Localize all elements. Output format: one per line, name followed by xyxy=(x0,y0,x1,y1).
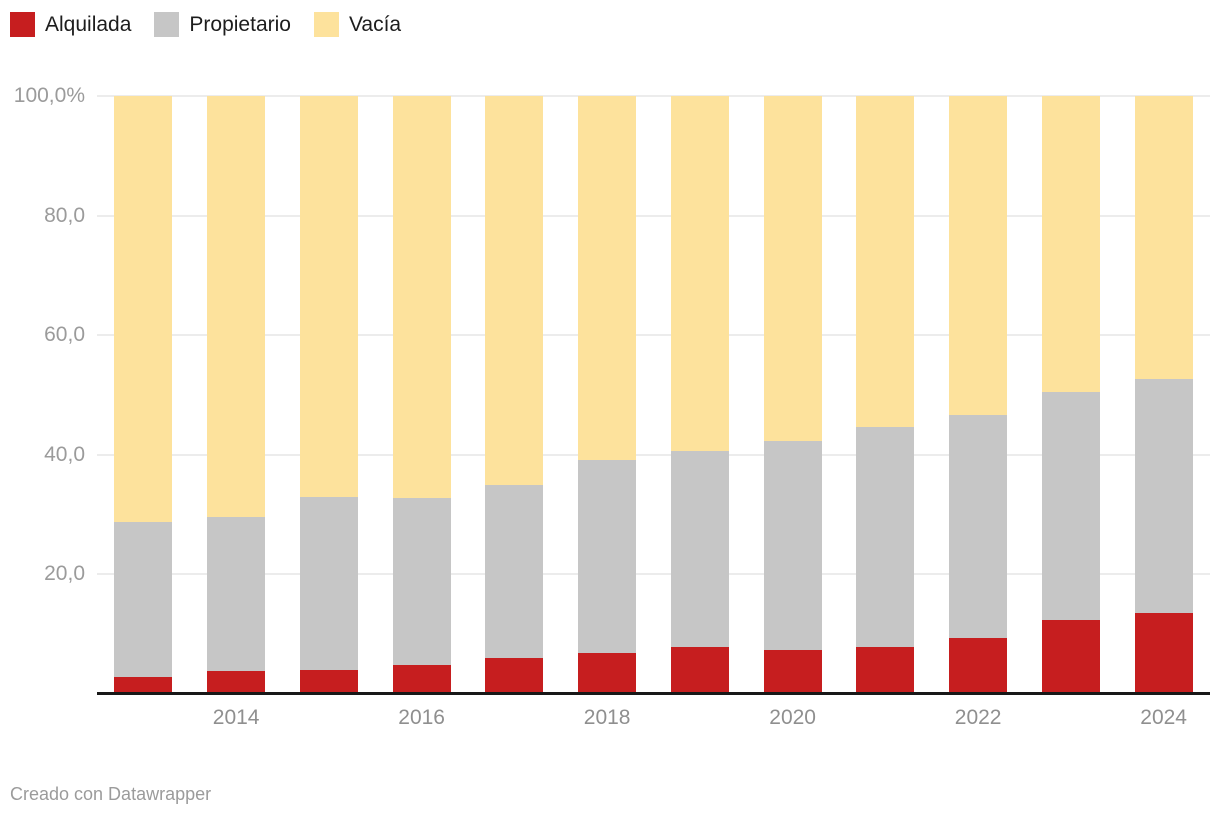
bar-segment-propietario-2013[interactable] xyxy=(114,522,173,677)
x-axis-tick-label: 2020 xyxy=(769,706,816,729)
bar-segment-vacía-2018[interactable] xyxy=(578,96,637,461)
bar-2014 xyxy=(190,96,283,694)
bar-segment-vacía-2024[interactable] xyxy=(1134,96,1193,380)
bar-segment-propietario-2023[interactable] xyxy=(1041,392,1100,620)
bar-segment-propietario-2022[interactable] xyxy=(949,414,1008,638)
x-axis-tick-label: 2014 xyxy=(212,706,260,729)
bar-segment-alquilada-2014[interactable] xyxy=(207,671,266,694)
bar-segment-vacía-2015[interactable] xyxy=(299,96,358,497)
bar-stack-2015 xyxy=(299,96,358,694)
x-axis-tick-label: 2024 xyxy=(1140,706,1187,729)
bar-segment-vacía-2020[interactable] xyxy=(763,96,822,442)
bar-segment-vacía-2017[interactable] xyxy=(485,96,544,485)
bar-segment-alquilada-2021[interactable] xyxy=(856,647,915,694)
bar-segment-alquilada-2024[interactable] xyxy=(1134,612,1193,694)
legend-swatch-icon xyxy=(313,12,339,37)
legend: Alquilada Propietario Vacía xyxy=(10,12,401,37)
legend-item-vacía: Vacía xyxy=(313,12,402,37)
datawrapper-attribution-link[interactable]: Creado con Datawrapper xyxy=(10,784,212,804)
gridline xyxy=(97,453,1210,456)
legend-swatch-icon xyxy=(10,12,35,37)
bar-stack-2024 xyxy=(1134,96,1193,694)
x-axis-tick-label: 2022 xyxy=(954,706,1002,729)
bar-segment-propietario-2017[interactable] xyxy=(485,484,544,659)
bar-segment-vacía-2016[interactable] xyxy=(392,96,451,498)
bar-2017 xyxy=(468,96,561,694)
bar-segment-vacía-2023[interactable] xyxy=(1041,96,1100,393)
bar-stack-2019 xyxy=(670,96,729,694)
y-axis-tick-label: 80,0 xyxy=(44,203,85,227)
bar-2022 xyxy=(932,96,1025,694)
x-axis-line xyxy=(97,692,1210,695)
bar-stack-2013 xyxy=(114,96,173,694)
y-axis-tick-label: 20,0 xyxy=(44,562,85,586)
bar-segment-vacía-2022[interactable] xyxy=(949,96,1008,415)
bar-segment-vacía-2014[interactable] xyxy=(207,96,266,517)
bar-2021 xyxy=(839,96,932,694)
bar-segment-propietario-2019[interactable] xyxy=(670,451,729,647)
y-axis: 100,0% 80,0 60,0 40,0 20,0 xyxy=(0,84,85,694)
legend-label: Vacía xyxy=(348,12,402,36)
bar-segment-vacía-2013[interactable] xyxy=(114,96,173,523)
bar-segment-alquilada-2020[interactable] xyxy=(763,650,822,694)
bar-segment-propietario-2021[interactable] xyxy=(856,427,915,648)
bar-segment-alquilada-2019[interactable] xyxy=(670,646,729,694)
gridline xyxy=(97,214,1210,217)
gridline xyxy=(97,334,1210,337)
bar-stack-2022 xyxy=(949,96,1008,694)
bar-2013 xyxy=(97,96,190,694)
bar-segment-vacía-2019[interactable] xyxy=(670,96,729,452)
bar-stack-2021 xyxy=(856,96,915,694)
x-axis-tick-label: 2018 xyxy=(583,706,631,729)
plot-area xyxy=(97,95,1210,695)
x-axis-tick-label: 2016 xyxy=(398,706,445,729)
bar-segment-propietario-2018[interactable] xyxy=(578,460,637,654)
bar-segment-propietario-2024[interactable] xyxy=(1134,379,1193,613)
bar-stack-2023 xyxy=(1041,96,1100,694)
gridline xyxy=(97,573,1210,576)
legend-item-alquilada: Alquilada xyxy=(10,12,131,37)
bar-segment-propietario-2020[interactable] xyxy=(763,441,822,651)
y-axis-tick-label: 40,0 xyxy=(44,442,85,466)
bar-2016 xyxy=(375,96,468,694)
bar-segment-propietario-2016[interactable] xyxy=(392,497,451,666)
bar-segment-alquilada-2022[interactable] xyxy=(949,637,1008,694)
bar-segment-alquilada-2016[interactable] xyxy=(392,665,451,694)
bar-stack-2014 xyxy=(207,96,266,694)
bar-2023 xyxy=(1025,96,1118,694)
bar-segment-alquilada-2017[interactable] xyxy=(485,658,544,694)
legend-item-propietario: Propietario xyxy=(154,12,291,37)
y-axis-tick-label: 100,0% xyxy=(13,84,85,107)
bar-stack-2020 xyxy=(763,96,822,694)
y-axis-tick-label: 60,0 xyxy=(44,323,85,347)
bar-segment-alquilada-2018[interactable] xyxy=(578,653,637,694)
bar-2024 xyxy=(1117,96,1210,694)
bar-2018 xyxy=(561,96,654,694)
bar-segment-vacía-2021[interactable] xyxy=(856,96,915,428)
legend-swatch-icon xyxy=(154,12,180,37)
bar-segment-alquilada-2013[interactable] xyxy=(114,676,173,694)
bar-stack-2016 xyxy=(392,96,451,694)
legend-label: Alquilada xyxy=(45,12,132,36)
bar-stack-2017 xyxy=(485,96,544,694)
bar-stack-2018 xyxy=(578,96,637,694)
bar-2015 xyxy=(283,96,376,694)
gridline xyxy=(97,95,1210,97)
bar-segment-propietario-2015[interactable] xyxy=(299,496,358,671)
bar-segment-propietario-2014[interactable] xyxy=(207,517,266,672)
bar-2020 xyxy=(746,96,839,694)
x-axis: 2014 2016 2018 2020 2022 2024 xyxy=(97,706,1210,736)
legend-label: Propietario xyxy=(189,12,291,36)
bar-2019 xyxy=(654,96,747,694)
bar-segment-alquilada-2023[interactable] xyxy=(1041,619,1100,694)
bar-segment-alquilada-2015[interactable] xyxy=(299,670,358,694)
